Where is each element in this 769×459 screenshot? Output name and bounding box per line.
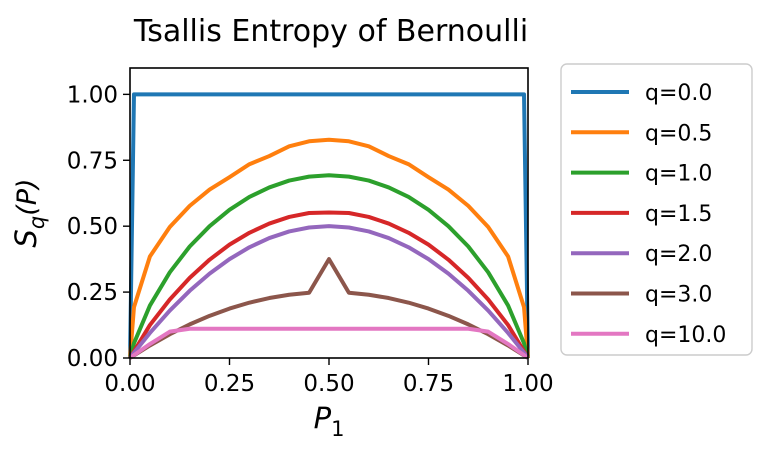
x-axis: 0.00 0.25 0.50 0.75 1.00 xyxy=(104,358,554,397)
y-tick-label: 0.50 xyxy=(67,214,118,240)
series-line-6 xyxy=(128,326,530,360)
series-line-0 xyxy=(128,92,530,359)
legend-label: q=1.5 xyxy=(645,202,712,227)
y-axis-label-argument: (P) xyxy=(12,178,43,215)
series-line-2 xyxy=(128,173,530,359)
x-tick-label: 0.75 xyxy=(403,371,454,397)
y-axis-label: Sq(P) xyxy=(9,178,49,247)
y-tick-label: 1.00 xyxy=(67,82,118,108)
legend-label: q=10.0 xyxy=(645,323,726,348)
y-tick-label: 0.25 xyxy=(67,280,118,306)
y-axis-label-main: S xyxy=(9,229,43,247)
series-line-4 xyxy=(128,224,530,360)
legend-label: q=0.5 xyxy=(645,121,712,146)
series-line-3 xyxy=(128,210,530,360)
x-axis-label-main: P xyxy=(314,401,332,435)
series-line-5 xyxy=(128,257,530,360)
x-tick-label: 1.00 xyxy=(502,371,553,397)
series-line-1 xyxy=(128,137,530,359)
x-tick-label: 0.50 xyxy=(303,371,354,397)
legend-label: q=1.0 xyxy=(645,162,712,187)
y-tick-label: 0.75 xyxy=(67,148,118,174)
x-axis-label: P1 xyxy=(314,401,345,441)
x-tick-label: 0.25 xyxy=(204,371,255,397)
legend: q=0.0 q=0.5 q=1.0 q=1.5 q=2.0 q=3.0 q=10.0 xyxy=(560,63,753,356)
y-tick-label: 0.00 xyxy=(67,346,118,372)
chart-title: Tsallis Entropy of Bernoulli xyxy=(133,14,528,49)
legend-label: q=3.0 xyxy=(645,283,712,308)
legend-frame xyxy=(560,63,753,356)
x-tick-label: 0.00 xyxy=(104,371,155,397)
plot-area xyxy=(128,67,530,360)
y-axis-label-group: Sq(P) xyxy=(9,178,49,247)
x-axis-label-subscript: 1 xyxy=(331,417,344,441)
series-layer xyxy=(128,92,530,360)
y-axis-label-subscript: q xyxy=(25,216,49,229)
legend-label: q=2.0 xyxy=(645,242,712,267)
y-axis: 0.00 0.25 0.50 0.75 1.00 xyxy=(67,82,130,372)
legend-label: q=0.0 xyxy=(645,81,712,106)
